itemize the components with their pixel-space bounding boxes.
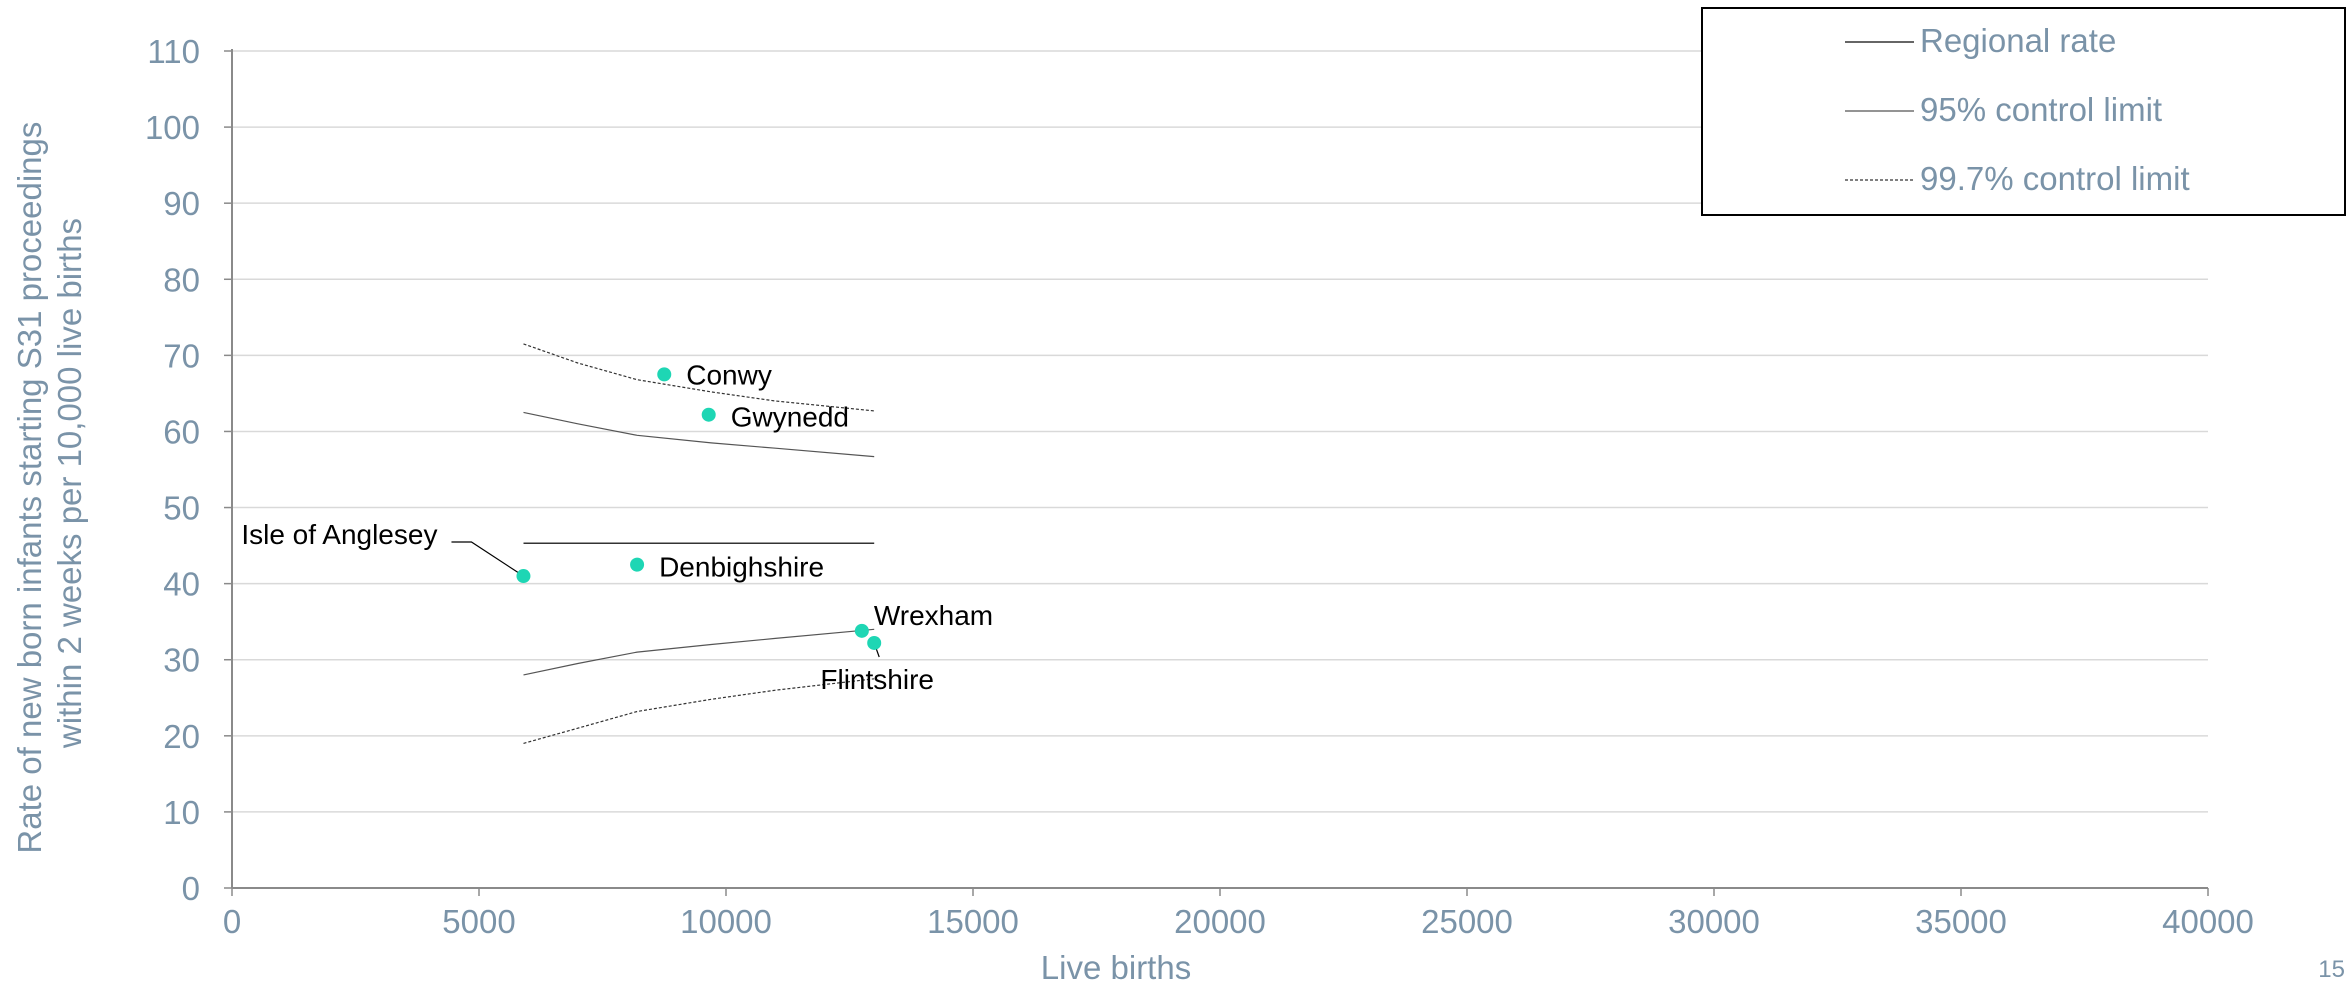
- y-tick-label-10: 10: [163, 794, 200, 831]
- series-line-95-lower: [523, 628, 875, 676]
- y-tick-label-70: 70: [163, 337, 200, 374]
- y-axis-title-line-1: Rate of new born infants starting S31 pr…: [11, 122, 48, 854]
- y-tick-label-50: 50: [163, 490, 200, 527]
- axes: [224, 49, 2209, 896]
- x-axis-title: Live births: [1041, 949, 1191, 983]
- y-axis-title-line-2: within 2 weeks per 10,000 live births: [51, 218, 88, 749]
- point-label-denbighshire: Denbighshire: [659, 552, 824, 583]
- point-label-wrexham: Wrexham: [874, 600, 993, 631]
- x-tick-labels: 0 5000 10000 15000 20000 25000 30000 35000 40000: [223, 903, 2254, 940]
- data-points: [516, 367, 882, 650]
- y-tick-label-40: 40: [163, 566, 200, 603]
- y-tick-label-0: 0: [182, 870, 200, 907]
- x-tick-label-10000: 10000: [680, 903, 772, 940]
- y-tick-label-30: 30: [163, 642, 200, 679]
- y-tick-labels: 0 10 20 30 40 50 60 70 80 90 100 110: [145, 33, 200, 907]
- x-tick-label-20000: 20000: [1174, 903, 1266, 940]
- point-denbighshire: [630, 557, 645, 572]
- point-label-isle-of-anglesey: Isle of Anglesey: [241, 519, 437, 550]
- point-conwy: [657, 367, 672, 382]
- y-tick-label-90: 90: [163, 185, 200, 222]
- point-flintshire: [867, 635, 882, 650]
- point-label-gwynedd: Gwynedd: [731, 402, 849, 433]
- point-labels: Isle of Anglesey Conwy Gwynedd Denbighshire…: [241, 359, 993, 695]
- point-label-flintshire: Flintshire: [820, 664, 934, 695]
- legend-box: [1701, 7, 2346, 216]
- point-isle-of-anglesey: [516, 569, 531, 584]
- leader-line-isle-of-anglesey: [451, 541, 524, 577]
- x-tick-label-25000: 25000: [1421, 903, 1513, 940]
- x-tick-label-40000: 40000: [2162, 903, 2254, 940]
- point-wrexham: [854, 623, 869, 638]
- point-label-conwy: Conwy: [686, 359, 772, 390]
- x-tick-label-5000: 5000: [442, 903, 515, 940]
- legend: Regional rate 95% control limit 99.7% co…: [1701, 7, 2346, 216]
- x-tick-label-0: 0: [223, 903, 241, 940]
- legend-label-regional-rate: Regional rate: [1920, 22, 2116, 59]
- y-tick-label-60: 60: [163, 413, 200, 450]
- series-line-95-upper: [523, 411, 875, 458]
- x-tick-label-15000: 15000: [927, 903, 1019, 940]
- legend-label-95-limit: 95% control limit: [1920, 91, 2162, 128]
- legend-label-997-limit: 99.7% control limit: [1920, 160, 2190, 197]
- control-lines: [523, 343, 875, 744]
- y-axis-title: Rate of new born infants starting S31 pr…: [11, 112, 88, 853]
- x-tick-label-35000: 35000: [1915, 903, 2007, 940]
- page-number: 15: [2318, 956, 2345, 983]
- y-tick-label-80: 80: [163, 261, 200, 298]
- y-tick-label-20: 20: [163, 718, 200, 755]
- point-gwynedd: [701, 407, 716, 422]
- y-tick-label-110: 110: [147, 33, 200, 70]
- y-tick-label-100: 100: [145, 109, 200, 146]
- series-line-997-lower: [523, 678, 875, 744]
- x-tick-label-30000: 30000: [1668, 903, 1760, 940]
- series-line-997-upper: [523, 343, 875, 412]
